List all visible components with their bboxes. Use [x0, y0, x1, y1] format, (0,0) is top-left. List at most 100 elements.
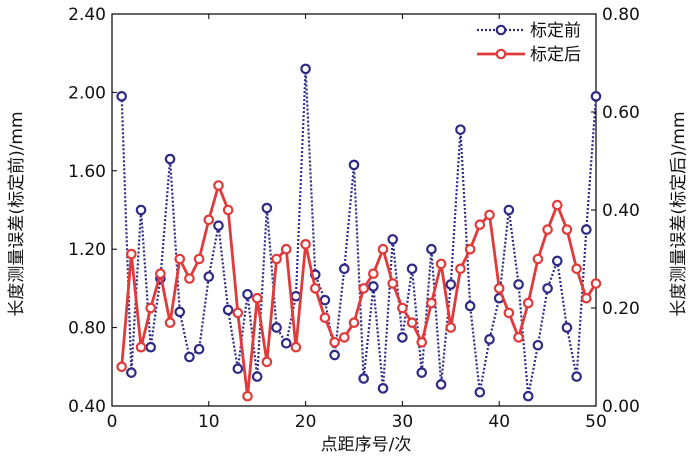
- data-point: [551, 199, 563, 211]
- data-point: [348, 317, 360, 328]
- data-point: [532, 253, 544, 265]
- data-point: [174, 253, 186, 265]
- y-left-tick-label: 1.20: [68, 240, 106, 260]
- legend-marker: [495, 48, 507, 60]
- data-point: [145, 302, 157, 314]
- plot-border: [111, 13, 597, 407]
- data-point: [503, 204, 515, 216]
- data-point: [581, 224, 592, 235]
- data-point: [135, 341, 147, 353]
- x-axis-label: 点距序号/次: [321, 435, 412, 455]
- data-point: [242, 390, 253, 402]
- data-point: [184, 273, 195, 284]
- data-point: [164, 317, 176, 328]
- data-point: [464, 243, 476, 255]
- data-point: [300, 239, 311, 250]
- data-point: [397, 302, 408, 314]
- data-point: [377, 383, 389, 394]
- data-point: [561, 224, 573, 235]
- legend-marker: [495, 24, 507, 36]
- data-point: [455, 263, 466, 275]
- data-point: [339, 332, 350, 343]
- data-point: [484, 334, 495, 345]
- data-point: [300, 63, 311, 75]
- data-point: [445, 279, 457, 290]
- data-point: [426, 297, 437, 309]
- data-point: [271, 322, 282, 333]
- series-layer: [116, 63, 602, 402]
- data-point: [222, 204, 234, 216]
- data-point: [397, 332, 408, 343]
- data-point: [435, 379, 447, 390]
- data-point: [348, 159, 360, 171]
- data-point: [522, 297, 534, 309]
- data-point: [455, 124, 466, 135]
- data-point: [319, 294, 331, 306]
- data-point: [251, 292, 263, 304]
- data-point: [445, 322, 457, 333]
- data-point: [261, 202, 273, 214]
- data-point: [261, 356, 273, 368]
- y-right-tick-label: 0.80: [602, 5, 640, 25]
- data-point: [387, 234, 399, 245]
- y-left-tick-label: 1.60: [68, 162, 106, 182]
- y-axis-left-label: 长度测量误差(标定前)/mm: [7, 111, 27, 316]
- data-point: [339, 263, 350, 275]
- data-point: [474, 386, 486, 398]
- data-point: [368, 268, 379, 279]
- data-point: [222, 304, 234, 316]
- data-point: [290, 341, 302, 353]
- data-point: [406, 317, 418, 328]
- data-point: [561, 322, 573, 333]
- data-point: [126, 248, 137, 260]
- data-point: [319, 312, 331, 324]
- data-point: [232, 363, 244, 375]
- data-point: [145, 341, 157, 353]
- data-point: [532, 339, 544, 351]
- y-right-tick-label: 0.60: [602, 103, 640, 123]
- y-left-tick-label: 2.00: [68, 83, 106, 103]
- y-right-tick-label: 0.40: [602, 201, 640, 221]
- data-point: [368, 281, 379, 292]
- y-left-tick-label: 0.40: [68, 397, 106, 417]
- data-point: [280, 243, 292, 255]
- data-point: [542, 224, 553, 235]
- data-point: [358, 283, 369, 294]
- data-point: [280, 337, 292, 349]
- data-point: [358, 373, 369, 384]
- data-point: [513, 279, 524, 290]
- legend-label: 标定后: [530, 45, 581, 65]
- series-after: [116, 180, 602, 402]
- ticks-layer: 0 10 20 30 40 50 0.40 0.80 1.20 1.60 2.00 2.40 0.00 0…: [68, 5, 640, 432]
- data-point: [416, 367, 428, 378]
- legend-label: 标定前: [530, 21, 581, 41]
- y-left-tick-label: 0.80: [68, 319, 106, 339]
- data-point: [387, 278, 399, 289]
- y-axis-right-label: 长度测量误差(标定后)/mm: [669, 111, 689, 316]
- x-tick-label: 50: [585, 412, 607, 432]
- data-point: [426, 243, 437, 255]
- data-point: [203, 271, 215, 282]
- data-point: [571, 263, 582, 275]
- data-point: [551, 255, 563, 267]
- data-point: [435, 258, 447, 270]
- x-tick-label: 10: [198, 412, 220, 432]
- data-point: [503, 307, 515, 319]
- y-right-tick-label: 0.00: [602, 397, 640, 417]
- data-point: [193, 343, 205, 355]
- data-point: [184, 351, 195, 363]
- data-point: [484, 209, 495, 221]
- plot-frame: [111, 13, 597, 407]
- data-point: [155, 268, 166, 279]
- data-point: [474, 219, 486, 230]
- y-left-tick-label: 2.40: [68, 5, 106, 25]
- data-point: [203, 214, 215, 226]
- data-point: [377, 243, 389, 255]
- series-line-before: [120, 68, 598, 397]
- data-point: [116, 361, 127, 373]
- data-point: [116, 91, 127, 102]
- x-tick-label: 30: [392, 412, 414, 432]
- x-tick-label: 0: [107, 412, 118, 432]
- data-point: [135, 204, 147, 216]
